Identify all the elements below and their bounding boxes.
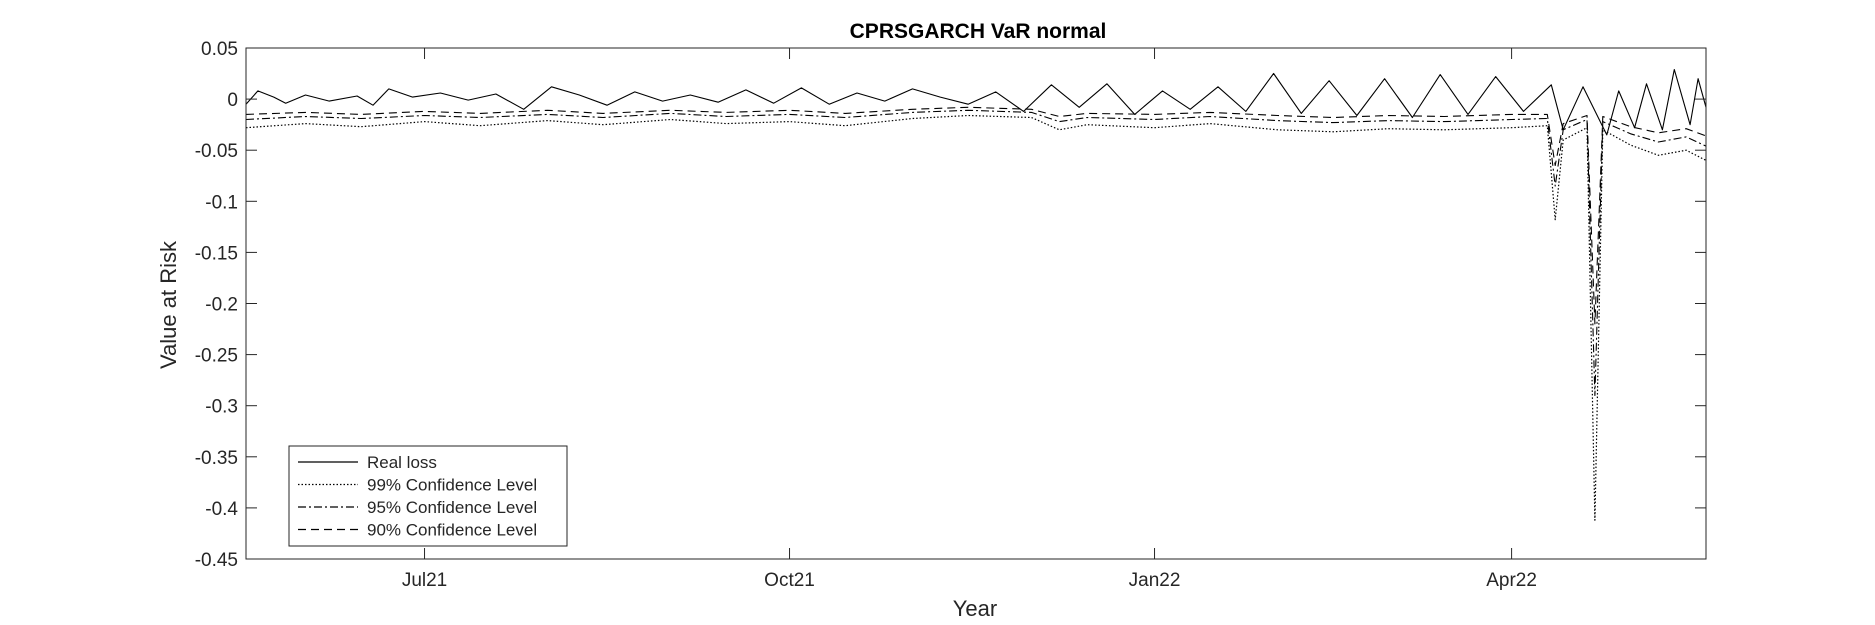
legend-label: 99% Confidence Level [367,476,537,495]
legend-box [288,445,568,547]
y-tick-label: 0.05 [201,39,238,60]
series-line-solid [245,68,1707,136]
x-tick-label: Apr22 [1486,570,1537,591]
y-tick-label: -0.1 [205,192,238,213]
series-line-dashed [245,106,1707,325]
x-axis: Jul21 Oct21 Jan22 Apr22 [402,48,1537,591]
y-axis-label: Value at Risk [156,240,181,369]
series-line-dashdot [245,109,1707,397]
y-tick-label: -0.15 [195,243,238,264]
y-tick-label: 0 [227,90,238,111]
x-tick-label: Jan22 [1129,570,1181,591]
y-tick-label: -0.4 [205,499,238,520]
series-layer [245,68,1707,521]
x-tick-label: Jul21 [402,570,447,591]
y-tick-label: -0.45 [195,550,238,571]
legend-label: Real loss [367,453,437,472]
series-line-dotted [245,114,1707,521]
y-tick-label: -0.3 [205,397,238,418]
legend-label: 95% Confidence Level [367,498,537,517]
x-axis-label: Year [953,596,997,621]
x-tick-label: Oct21 [764,570,815,591]
y-tick-label: -0.25 [195,346,238,367]
legend: Real loss 99% Confidence Level 95% Confide… [288,445,568,547]
y-tick-label: -0.35 [195,448,238,469]
chart-title: CPRSGARCH VaR normal [850,20,1107,43]
y-axis: 0.05 0 -0.05 -0.1 -0.15 -0.2 -0.25 -0.3 -0.35 -0.… [195,39,1706,571]
y-tick-label: -0.05 [195,141,238,162]
y-tick-label: -0.2 [205,295,238,316]
legend-label: 90% Confidence Level [367,521,537,540]
